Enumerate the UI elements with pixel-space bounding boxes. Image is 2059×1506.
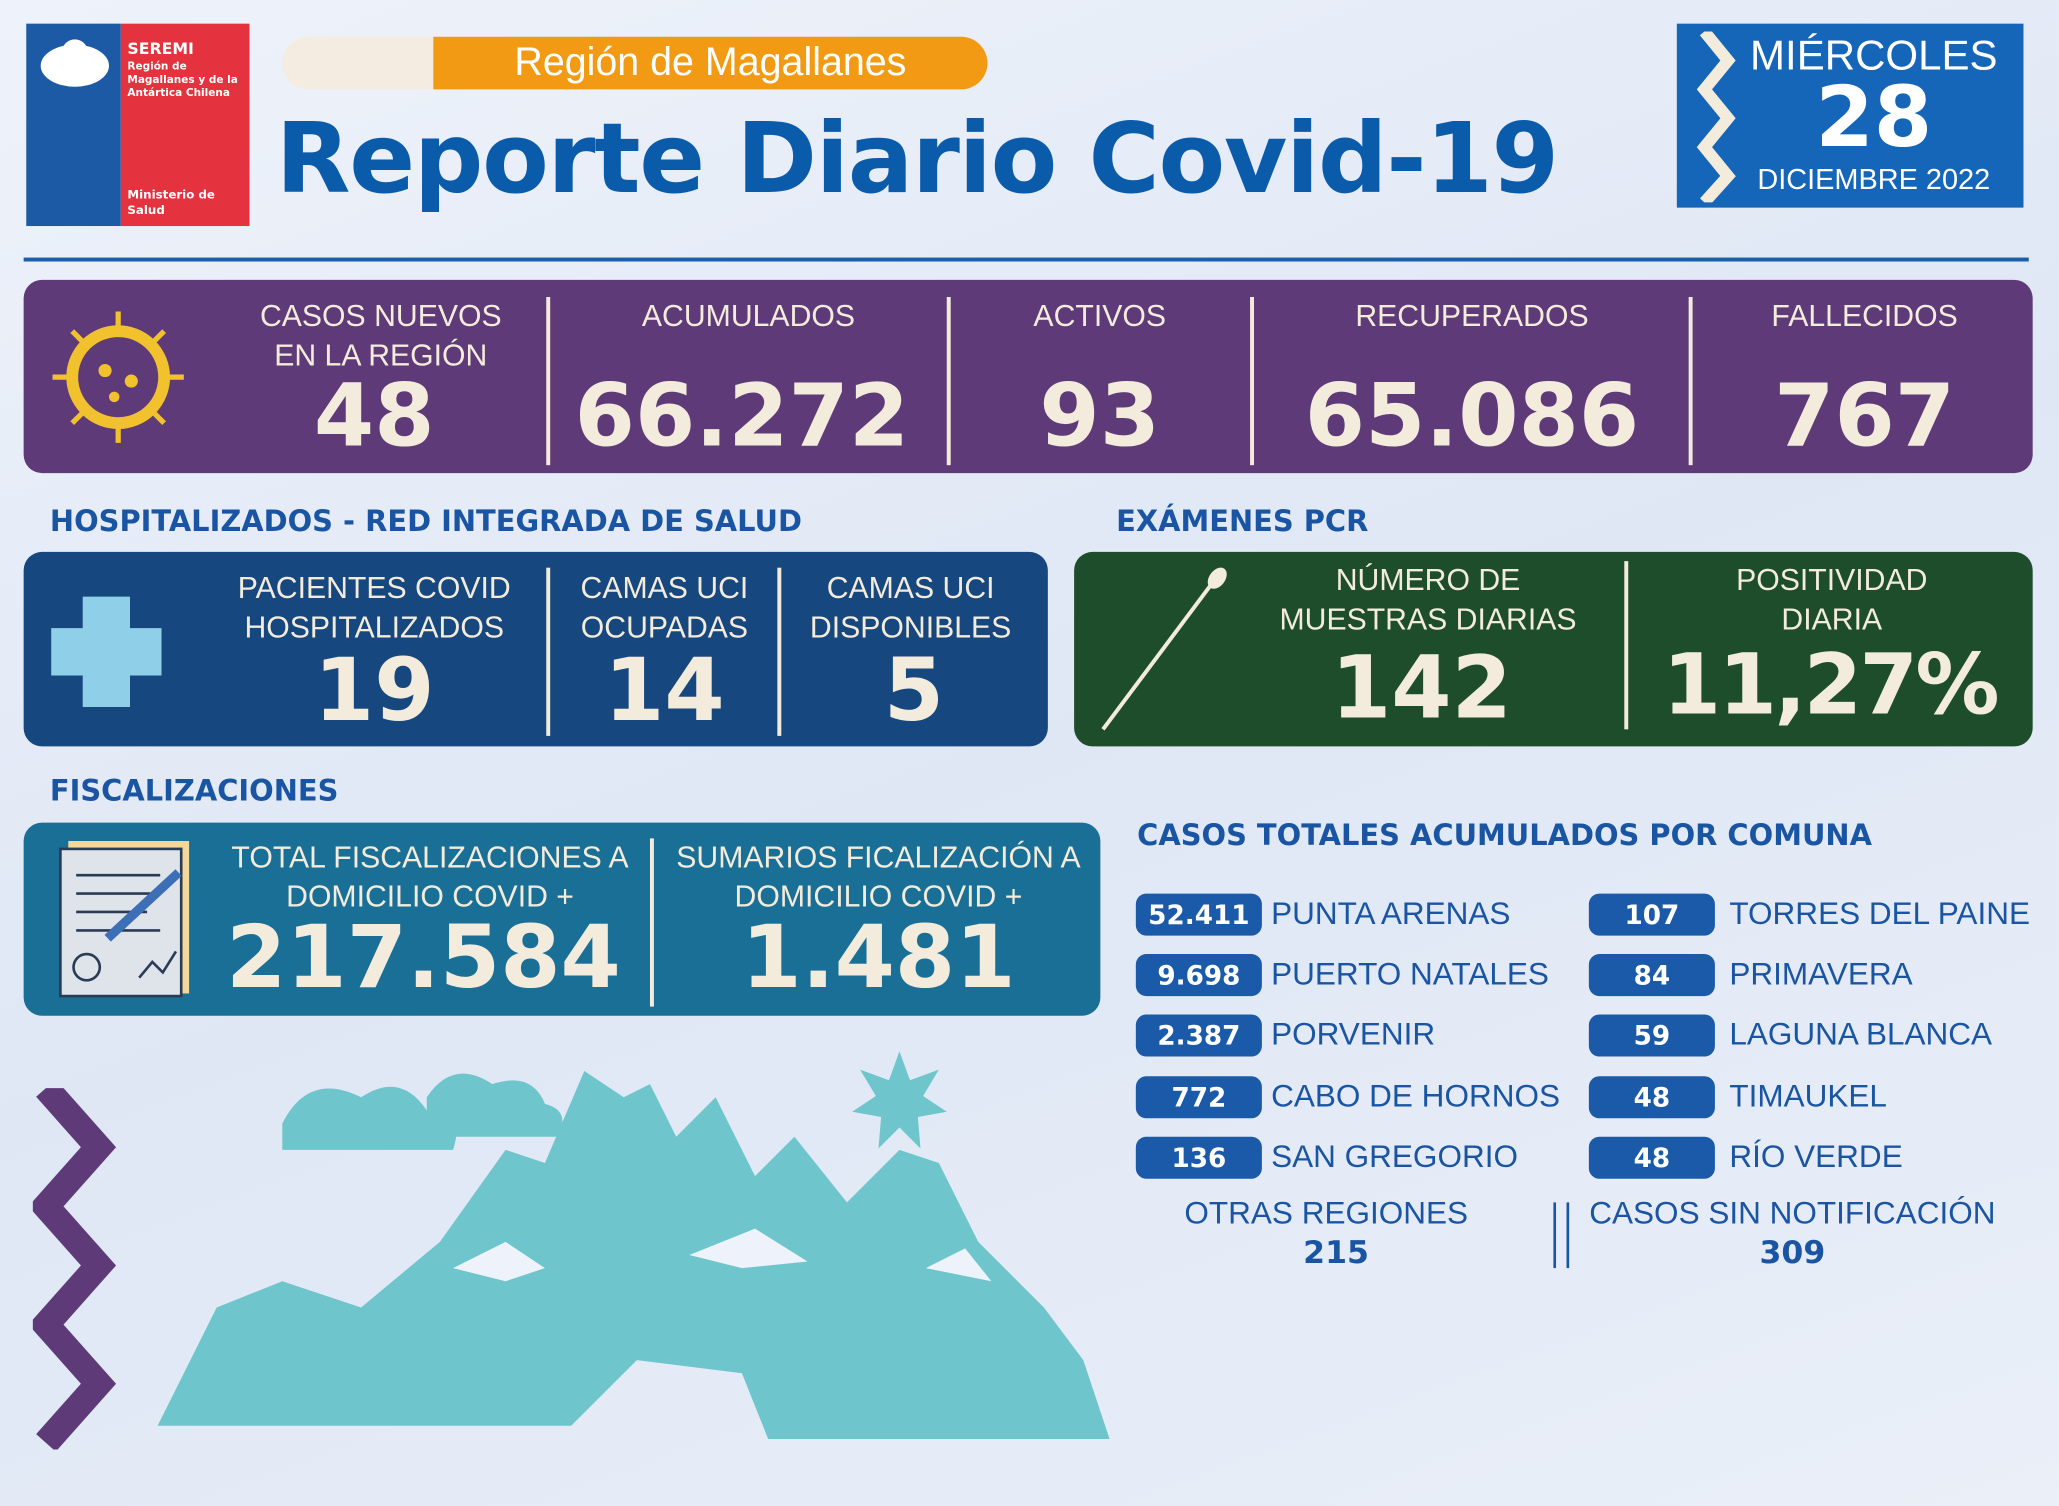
date-month-year: DICIEMBRE 2022: [1757, 162, 1991, 196]
summary-label: RECUPERADOS: [1355, 298, 1589, 333]
separator: [546, 296, 551, 466]
pcr-label: POSITIVIDAD DIARIA: [1736, 562, 1928, 637]
inspections-value: 1.481: [741, 906, 1016, 1008]
mountains-illustration: [157, 1051, 1110, 1439]
commune-name: SAN GREGORIO: [1271, 1139, 1518, 1175]
separator: [649, 838, 654, 1007]
logo-region: Región de Magallanes y de la Antártica C…: [127, 60, 238, 99]
separator: [546, 567, 551, 736]
hospital-panel: [23, 551, 1048, 747]
summary-label: ACTIVOS: [1033, 298, 1167, 333]
separator: [1553, 1202, 1557, 1269]
separator: [946, 296, 951, 466]
swab-icon: [1101, 567, 1227, 731]
summary-value: 93: [1039, 365, 1161, 467]
commune-count: 84: [1588, 954, 1715, 997]
hospital-value: 5: [883, 639, 945, 742]
summary-value: 66.272: [574, 365, 910, 467]
separator: [1624, 561, 1629, 730]
commune-count: 59: [1588, 1014, 1715, 1058]
main-title: Reporte Diario Covid-19: [275, 102, 1559, 216]
commune-count: 772: [1135, 1075, 1262, 1118]
hospital-value: 19: [313, 639, 435, 742]
region-banner: Región de Magallanes: [433, 36, 988, 90]
date-day: 28: [1815, 69, 1933, 167]
commune-count: 9.698: [1135, 954, 1262, 997]
summary-value: 48: [313, 365, 435, 467]
summary-panel: [23, 279, 2033, 474]
commune-name: CABO DE HORNOS: [1271, 1078, 1561, 1114]
commune-count: 52.411: [1135, 893, 1262, 936]
section-title: CASOS TOTALES ACUMULADOS POR COMUNA: [1137, 819, 1872, 853]
commune-name: TIMAUKEL: [1729, 1078, 1887, 1114]
unnotified-label: CASOS SIN NOTIFICACIÓN: [1589, 1195, 1996, 1232]
logo-org: SEREMI: [127, 39, 194, 58]
commune-name: PUNTA ARENAS: [1271, 896, 1511, 932]
hospital-label: PACIENTES COVID HOSPITALIZADOS: [237, 570, 511, 644]
inspections-label: SUMARIOS FICALIZACIÓN A DOMICILIO COVID …: [676, 839, 1081, 914]
inspections-panel: [23, 822, 1101, 1016]
hospital-label: CAMAS UCI OCUPADAS: [580, 570, 749, 644]
separator: [1688, 296, 1693, 466]
summary-label: FALLECIDOS: [1771, 298, 1958, 333]
inspections-value: 217.584: [226, 906, 621, 1008]
logo-ministry: Ministerio de Salud: [127, 189, 215, 219]
virus-icon: [52, 311, 184, 443]
commune-count: 107: [1588, 893, 1715, 936]
summary-value: 65.086: [1304, 365, 1640, 467]
commune-count: 136: [1135, 1136, 1262, 1179]
commune-name: LAGUNA BLANCA: [1729, 1017, 1993, 1054]
inspections-label: TOTAL FISCALIZACIONES A DOMICILIO COVID …: [231, 839, 629, 914]
commune-name: PRIMAVERA: [1729, 956, 1913, 993]
unnotified-value: 309: [1759, 1233, 1826, 1271]
commune-count: 48: [1588, 1136, 1715, 1179]
summary-label: ACUMULADOS: [641, 298, 856, 333]
pcr-label: NÚMERO DE MUESTRAS DIARIAS: [1279, 562, 1577, 637]
summary-label: CASOS NUEVOS EN LA REGIÓN: [259, 298, 502, 372]
commune-count: 2.387: [1135, 1014, 1262, 1058]
hospital-value: 14: [604, 639, 725, 742]
hospital-label: CAMAS UCI DISPONIBLES: [809, 570, 1012, 644]
summary-value: 767: [1774, 365, 1956, 467]
section-title: EXÁMENES PCR: [1116, 505, 1369, 539]
commune-count: 48: [1588, 1075, 1715, 1118]
separator: [1250, 296, 1255, 466]
header-rule: [23, 257, 2029, 262]
commune-name: TORRES DEL PAINE: [1729, 896, 2030, 932]
cross-icon: [51, 596, 162, 707]
pcr-panel: [1074, 551, 2033, 747]
document-icon: [59, 841, 190, 998]
section-title: FISCALIZACIONES: [49, 775, 339, 809]
section-title: HOSPITALIZADOS - RED INTEGRADA DE SALUD: [49, 505, 802, 539]
commune-name: PUERTO NATALES: [1271, 956, 1549, 993]
others-value: 215: [1303, 1233, 1369, 1271]
logo-red: [120, 23, 250, 227]
date-zigzag: [1696, 31, 1736, 203]
commune-name: RÍO VERDE: [1729, 1139, 1903, 1175]
pcr-value: 142: [1330, 637, 1512, 739]
others-label: OTRAS REGIONES: [1184, 1195, 1469, 1232]
pcr-value: 11,27%: [1662, 637, 2000, 735]
date-weekday: MIÉRCOLES: [1750, 31, 1998, 79]
zigzag-decor: [32, 1088, 117, 1450]
logo-emblem: [40, 39, 109, 87]
commune-name: PORVENIR: [1271, 1017, 1436, 1054]
separator: [777, 567, 782, 736]
separator: [1566, 1202, 1570, 1269]
